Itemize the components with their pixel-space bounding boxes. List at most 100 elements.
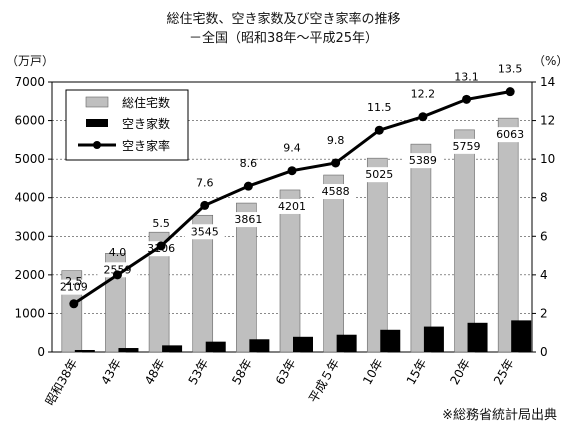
- vacant-houses-bar: [118, 348, 139, 352]
- legend-label-vacant: 空き家数: [122, 116, 170, 131]
- left-axis-tick-label: 0: [37, 345, 45, 359]
- right-axis-tick-label: 4: [540, 268, 548, 282]
- legend-swatch-rate-point: [93, 141, 101, 149]
- vacancy-rate-point: [331, 158, 341, 168]
- vacancy-rate-point: [374, 125, 384, 135]
- legend-swatch-total: [85, 96, 109, 108]
- vacancy-rate-value-label: 7.6: [196, 176, 214, 189]
- bar-label-box: [184, 224, 225, 240]
- vacant-houses-bar: [467, 322, 488, 352]
- vacancy-rate-value-label: 9.4: [283, 142, 301, 155]
- vacancy-rate-value-label: 13.5: [498, 63, 523, 76]
- vacancy-rate-point: [505, 87, 515, 97]
- total-housing-value-label: 2559: [103, 263, 131, 276]
- vacancy-rate-value-label: 12.2: [411, 88, 436, 101]
- legend-swatch-vacant: [86, 119, 108, 127]
- bar-label-box: [228, 212, 269, 228]
- left-axis-tick-label: 1000: [14, 306, 45, 320]
- bar-label-box: [272, 198, 312, 214]
- vacant-houses-bar: [74, 349, 95, 352]
- right-axis-tick-label: 10: [540, 152, 555, 166]
- chart-title: 総住宅数、空き家数及び空き家率の推移: [166, 12, 401, 27]
- vacant-houses-bar: [249, 339, 270, 352]
- total-housing-value-label: 4201: [278, 200, 306, 213]
- right-axis-tick-label: 0: [540, 345, 548, 359]
- left-axis-tick-label: 6000: [14, 114, 45, 128]
- total-housing-bar: [323, 174, 344, 353]
- vacancy-rate-value-label: 8.6: [240, 157, 258, 170]
- vacancy-rate-point: [156, 241, 166, 251]
- vacant-houses-bar: [205, 341, 226, 352]
- left-axis-tick-label: 3000: [14, 229, 45, 243]
- total-housing-bar: [410, 143, 432, 353]
- vacant-houses-bar: [423, 326, 444, 352]
- x-axis-category-label: 昭和38年: [43, 357, 81, 408]
- x-axis-category-label: 15年: [404, 357, 430, 388]
- vacant-houses-bar: [511, 320, 532, 352]
- vacancy-rate-value-label: 5.5: [152, 217, 170, 230]
- vacancy-rate-value-label: 4.0: [109, 246, 127, 259]
- total-housing-bar: [236, 202, 257, 353]
- x-axis-category-label: 25年: [491, 357, 517, 388]
- vacancy-rate-point: [287, 166, 297, 176]
- right-axis-tick-label: 6: [540, 229, 548, 243]
- right-axis-tick-label: 12: [540, 114, 555, 128]
- chart-subtitle: －全国（昭和38年～平成25年）: [188, 31, 379, 46]
- x-axis-category-label: 63年: [273, 357, 299, 388]
- x-axis-category-label: 48年: [142, 357, 168, 388]
- vacancy-rate-point: [418, 112, 428, 122]
- vacant-houses-bar: [162, 345, 183, 352]
- bar-label-box: [97, 262, 138, 278]
- total-housing-bar: [279, 189, 301, 353]
- total-housing-bar: [497, 117, 519, 353]
- x-axis-category-label: 53年: [186, 357, 212, 388]
- total-housing-value-label: 5759: [453, 140, 481, 153]
- vacancy-rate-point: [69, 299, 79, 309]
- total-housing-value-label: 3861: [234, 213, 262, 226]
- total-housing-bar: [148, 231, 170, 353]
- right-axis-unit: （%）: [533, 54, 567, 68]
- bar-label-box: [315, 184, 356, 200]
- total-housing-value-label: 2109: [60, 281, 88, 294]
- total-housing-bar: [454, 129, 475, 353]
- left-axis-unit: （万戸）: [6, 54, 55, 68]
- x-axis-category-label: 平成５年: [306, 357, 342, 406]
- vacancy-rate-point: [462, 94, 472, 104]
- total-housing-value-label: 5025: [365, 168, 393, 181]
- vacancy-rate-value-label: 2.5: [65, 275, 83, 288]
- legend-label-rate: 空き家率: [122, 138, 170, 153]
- x-axis-category-label: 43年: [98, 357, 124, 388]
- total-housing-value-label: 5389: [409, 154, 437, 167]
- source-note: ※総務省統計局出典: [442, 408, 557, 423]
- bar-label-box: [446, 138, 487, 154]
- vacancy-rate-point: [200, 200, 210, 210]
- legend-label-total: 総住宅数: [122, 95, 170, 110]
- bar-label-box: [359, 167, 400, 183]
- total-housing-bar: [366, 157, 388, 353]
- right-axis-tick-label: 8: [540, 191, 548, 205]
- total-housing-bar: [192, 214, 214, 353]
- left-axis-tick-label: 5000: [14, 152, 45, 166]
- left-axis-tick-label: 2000: [14, 268, 45, 282]
- vacancy-rate-point: [112, 270, 122, 280]
- total-housing-value-label: 6063: [496, 128, 524, 141]
- x-axis-category-label: 10年: [360, 357, 386, 388]
- total-housing-value-label: 3545: [191, 225, 219, 238]
- bar-label-box: [53, 279, 94, 295]
- total-housing-value-label: 4588: [322, 185, 350, 198]
- vacant-houses-bar: [336, 334, 357, 352]
- bar-label-box: [402, 153, 443, 169]
- right-axis-tick-label: 14: [540, 75, 555, 89]
- vacancy-rate-value-label: 9.8: [327, 134, 345, 147]
- x-axis-category-label: 20年: [447, 357, 473, 388]
- vacancy-rate-value-label: 13.1: [454, 70, 479, 83]
- right-axis-tick-label: 2: [540, 306, 548, 320]
- bar-label-box: [490, 127, 531, 143]
- x-axis-category-label: 58年: [229, 357, 255, 388]
- vacant-houses-bar: [293, 336, 313, 352]
- vacancy-rate-value-label: 11.5: [367, 101, 392, 114]
- vacant-houses-bar: [380, 329, 401, 352]
- left-axis-tick-label: 7000: [14, 75, 45, 89]
- vacancy-rate-point: [243, 181, 253, 191]
